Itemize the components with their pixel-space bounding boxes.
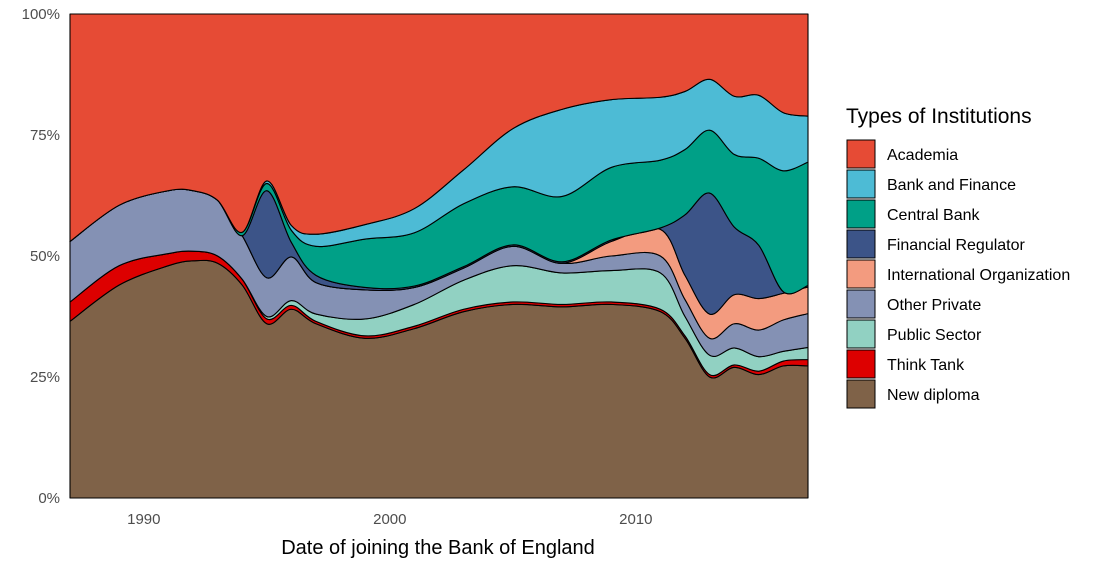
legend-swatch-new-diploma <box>846 379 876 409</box>
legend-label-international-organization: International Organization <box>887 267 1070 284</box>
x-tick-label: 2010 <box>619 511 652 528</box>
y-tick-label: 75% <box>30 127 60 144</box>
legend-items: Academia Bank and Finance Central Bank Fina… <box>846 139 1070 409</box>
area-academia <box>69 13 809 243</box>
y-tick-label: 50% <box>30 248 60 265</box>
legend-label-central-bank: Central Bank <box>887 207 980 224</box>
legend-swatch-public-sector <box>846 319 876 349</box>
plot-areas <box>69 13 809 499</box>
legend-swatch-financial-regulator <box>846 229 876 259</box>
legend-swatch-think-tank <box>846 349 876 379</box>
legend-swatch-academia <box>846 139 876 169</box>
legend: Types of Institutions Academia Bank and F… <box>846 105 1070 409</box>
y-axis: 0% 25% 50% 75% 100% <box>22 6 60 507</box>
legend-swatch-international-organization <box>846 259 876 289</box>
legend-swatch-central-bank <box>846 199 876 229</box>
legend-label-public-sector: Public Sector <box>887 327 982 344</box>
y-tick-label: 100% <box>22 6 60 23</box>
legend-swatch-bank-and-finance <box>846 169 876 199</box>
legend-label-bank-and-finance: Bank and Finance <box>887 177 1016 194</box>
x-tick-label: 2000 <box>373 511 406 528</box>
x-tick-label: 1990 <box>127 511 160 528</box>
legend-label-academia: Academia <box>887 147 958 164</box>
legend-label-financial-regulator: Financial Regulator <box>887 237 1026 254</box>
y-tick-label: 25% <box>30 369 60 386</box>
legend-swatch-other-private <box>846 289 876 319</box>
y-tick-label: 0% <box>38 490 60 507</box>
legend-title: Types of Institutions <box>846 105 1032 128</box>
legend-label-think-tank: Think Tank <box>887 357 965 374</box>
x-axis: 1990 2000 2010 <box>127 511 652 528</box>
legend-label-other-private: Other Private <box>887 297 981 314</box>
legend-label-new-diploma: New diploma <box>887 387 980 404</box>
x-axis-title: Date of joining the Bank of England <box>281 537 595 559</box>
